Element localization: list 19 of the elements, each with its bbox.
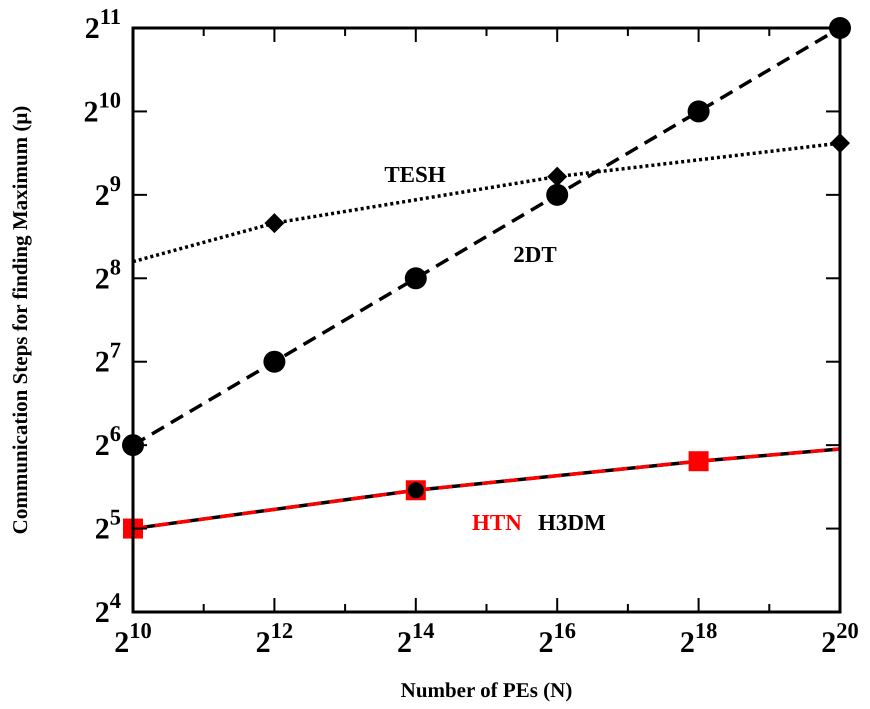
x-tick-label: 2$^{12}$ [256,618,294,659]
y-tick-label: 2$^{4}$ [94,588,121,629]
series-label: TESH [384,162,446,187]
x-axis-title: Number of PEs (N) [400,678,572,702]
y-tick-label: 2$^{10}$ [84,88,121,128]
y-tick-label: 2$^{7}$ [94,338,121,379]
x-tick-label: 2$^{16}$ [538,618,576,659]
series-label: H3DM [538,510,606,535]
y-tick-label: 2$^{9}$ [94,171,121,212]
y-tick-label: 2$^{6}$ [94,421,121,462]
y-tick-label: 2$^{5}$ [94,504,121,546]
y-tick-label: 2$^{11}$ [84,4,121,45]
y-axis-title: Communication Steps for finding Maximum (μ) [8,106,32,534]
x-tick-label: 2$^{14}$ [397,618,435,659]
series-label: HTN [472,510,522,535]
series-label: 2DT [513,242,557,267]
y-tick-label: 2$^{8}$ [94,254,121,296]
x-tick-label: 2$^{18}$ [680,618,718,659]
x-tick-label: 2$^{20}$ [821,618,859,659]
